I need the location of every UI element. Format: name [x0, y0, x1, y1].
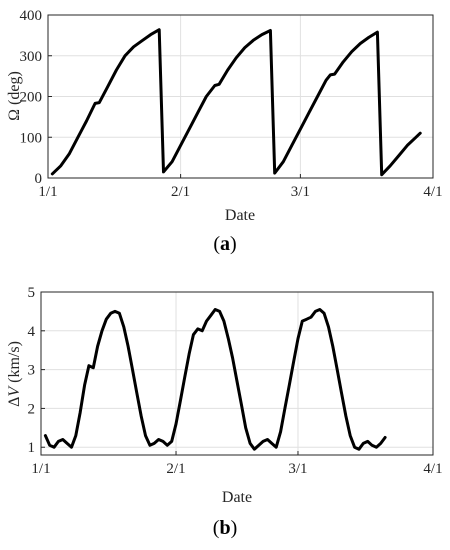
series-line-b	[43, 308, 387, 451]
x-axis-label-b: Date	[222, 489, 252, 506]
x-tick-label: 3/1	[288, 461, 307, 477]
caption-b: (b)	[213, 517, 237, 539]
x-tick-label: 3/1	[291, 184, 310, 200]
x-tick-label: 4/1	[423, 461, 442, 477]
y-tick-label: 2	[28, 401, 36, 417]
y-tick-label: 300	[20, 49, 43, 65]
chart-panel-b: 1/1 2/1 3/1 4/1 1 2 3 4 5 Date ΔV (km/s) (b)	[6, 285, 443, 539]
x-tick-label: 1/1	[31, 461, 50, 477]
gridlines-a	[48, 15, 433, 178]
y-tick-label: 400	[20, 8, 43, 24]
y-tick-label: 1	[28, 440, 36, 456]
ticks-a: 1/1 2/1 3/1 4/1 0 100 200 300 400	[20, 8, 443, 200]
ticks-b: 1/1 2/1 3/1 4/1 1 2 3 4 5	[28, 285, 443, 477]
x-tick-label: 1/1	[38, 184, 57, 200]
x-tick-label: 2/1	[171, 184, 190, 200]
gridlines-b	[41, 292, 433, 455]
chart-panel-a: 1/1 2/1 3/1 4/1 0 100 200 300 400 Date Ω (deg) (…	[6, 8, 443, 255]
y-tick-label: 0	[35, 171, 43, 187]
x-tick-label: 4/1	[423, 184, 442, 200]
x-tick-label: 2/1	[166, 461, 185, 477]
y-tick-label: 100	[20, 130, 43, 146]
axes-box-b	[40, 291, 434, 456]
x-axis-label-a: Date	[225, 207, 255, 224]
series-line-a	[50, 28, 422, 177]
caption-a: (a)	[213, 233, 236, 255]
y-axis-label-b: ΔV (km/s)	[6, 341, 23, 407]
y-tick-label: 5	[28, 285, 36, 301]
y-axis-label-a: Ω (deg)	[6, 71, 23, 121]
y-tick-label: 3	[28, 363, 36, 379]
y-tick-label: 200	[20, 90, 43, 106]
y-tick-label: 4	[28, 324, 36, 340]
